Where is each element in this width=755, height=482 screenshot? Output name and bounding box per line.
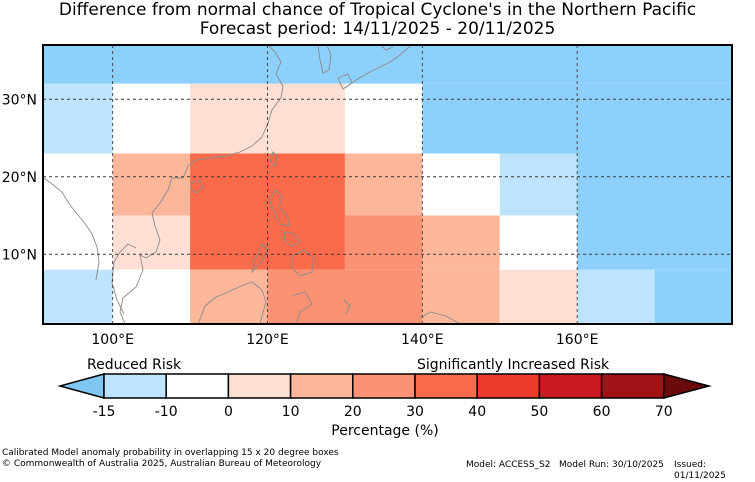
anomaly-box-19 (190, 269, 268, 324)
coastline-indochina (119, 177, 173, 324)
anomaly-box-7 (112, 153, 191, 216)
footer-issued: Issued: 01/11/2025 (674, 460, 726, 481)
colorbar-tick-4: 20 (344, 404, 362, 420)
footer-model: Model: ACCESS_S2 (466, 460, 551, 470)
colorbar-low-extend (57, 373, 105, 399)
colorbar-segment-5 (414, 373, 478, 399)
coastlines (43, 45, 461, 324)
colorbar-segment-6 (476, 373, 541, 399)
anomaly-box-21 (422, 269, 500, 324)
colorbar-axis-label: Percentage (%) (331, 423, 438, 439)
colorbar-tick-5: 30 (406, 404, 424, 420)
colorbar-high-extend (663, 373, 712, 399)
colorbar-tick-9: 70 (655, 404, 673, 420)
map-figure: 100°E 120°E 140°E 160°E 30°N 20°N 10°N -15 -10… (2, 44, 733, 439)
anomaly-box-10 (344, 153, 423, 216)
footer-copyright: © Commonwealth of Australia 2025, Austra… (2, 459, 322, 469)
longitude-labels: 100°E 120°E 140°E 160°E (91, 332, 598, 348)
anomaly-box-8 (112, 215, 191, 270)
coastline-hainan (190, 179, 204, 194)
lat-label-10: 10°N (2, 247, 37, 263)
colorbar-segment-1 (165, 373, 230, 399)
latitude-labels: 30°N 20°N 10°N (2, 92, 37, 263)
anomaly-box-13 (422, 215, 500, 270)
increased-risk-label: Significantly Increased Risk (417, 357, 610, 373)
colorbar-segment-8 (600, 373, 665, 399)
colorbar (57, 373, 712, 399)
anomaly-box-0 (43, 45, 732, 84)
coastline-korea (317, 45, 332, 74)
anomaly-box-6 (43, 153, 113, 270)
map-frame (42, 44, 733, 325)
coastline-gulf-thailand (111, 243, 137, 315)
coastline-luzon (269, 189, 291, 227)
reduced-risk-label: Reduced Risk (87, 357, 182, 373)
coastline-japan (344, 45, 413, 89)
coastline-kyushu (337, 73, 353, 90)
colorbar-segment-3 (289, 373, 354, 399)
anomaly-box-4 (344, 83, 423, 154)
colorbar-tick-6: 40 (468, 404, 486, 420)
colorbar-segment-0 (103, 373, 167, 399)
anomaly-box-24 (654, 269, 732, 324)
lon-label-160: 160°E (556, 332, 599, 348)
colorbar-tick-8: 60 (593, 404, 611, 420)
anomaly-box-1 (43, 83, 113, 154)
coastline-taiwan (269, 151, 278, 167)
colorbar-ticks: -15 -10 0 10 20 30 40 50 60 70 (93, 404, 673, 420)
lon-label-120: 120°E (246, 332, 289, 348)
coastline-new-guinea (419, 311, 461, 324)
colorbar-tick-7: 50 (530, 404, 548, 420)
coastline-hokkaido (379, 45, 394, 51)
colorbar-segment-2 (227, 373, 292, 399)
coastline-borneo (197, 281, 267, 324)
footer-model-run: Model Run: 30/10/2025 (559, 460, 664, 470)
anomaly-box-2 (112, 83, 191, 154)
colorbar-tick-1: -10 (155, 404, 178, 420)
colorbar-segment-7 (538, 373, 603, 399)
anomaly-box-15 (499, 215, 578, 270)
colorbar-tick-0: -15 (93, 404, 116, 420)
coastline-mindanao (291, 249, 315, 277)
colorbar-segment-4 (352, 373, 416, 399)
forecast-period: Forecast period: 14/11/2025 - 20/11/2025 (199, 19, 556, 39)
anomaly-box-9 (190, 153, 345, 270)
anomaly-box-20 (267, 269, 423, 324)
anomaly-box-16 (577, 153, 732, 270)
anomaly-box-17 (43, 269, 113, 324)
lon-label-140: 140°E (401, 332, 444, 348)
graticule (43, 45, 732, 324)
coastline-sulawesi (291, 291, 313, 324)
anomaly-box-14 (499, 153, 578, 216)
lat-label-30: 30°N (2, 92, 37, 108)
lat-label-20: 20°N (2, 170, 37, 186)
colorbar-tick-3: 10 (282, 404, 300, 420)
map-title: Difference from normal chance of Tropica… (58, 0, 697, 20)
anomaly-box-23 (577, 269, 655, 324)
coastline-china (172, 45, 284, 179)
coastline-visayas (283, 231, 301, 247)
anomaly-box-11 (344, 215, 423, 270)
footer-note: Calibrated Model anomaly probability in … (2, 448, 339, 458)
coastline-palawan (251, 243, 269, 274)
anomaly-box-22 (499, 269, 578, 324)
anomaly-box-12 (422, 153, 500, 216)
lon-label-100: 100°E (91, 332, 134, 348)
colorbar-tick-2: 0 (224, 404, 233, 420)
anomaly-boxes (43, 45, 732, 324)
anomaly-box-18 (112, 269, 191, 324)
coastline-halmahera (343, 299, 351, 315)
